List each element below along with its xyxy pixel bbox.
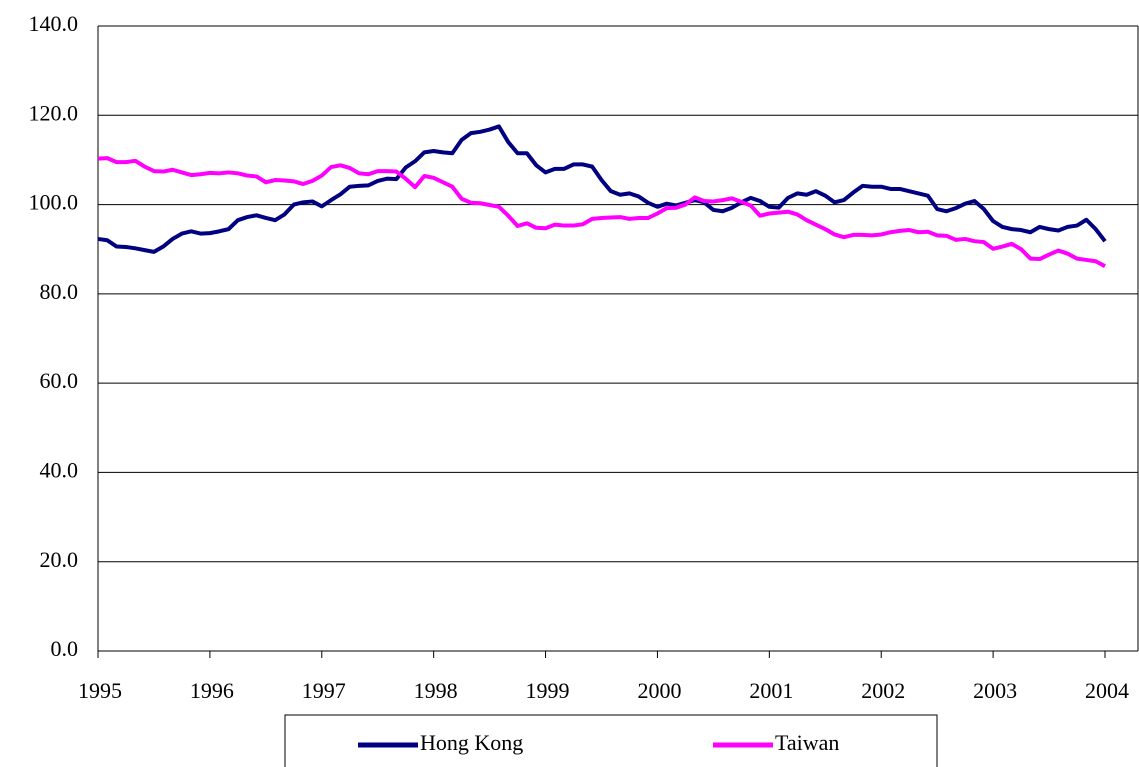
x-tick-label: 2001 bbox=[749, 678, 793, 703]
series-line bbox=[97, 124, 1107, 254]
y-tick-label: 60.0 bbox=[40, 368, 79, 393]
legend-label: Taiwan bbox=[775, 730, 839, 755]
y-tick-label: 120.0 bbox=[29, 100, 79, 125]
x-tick-label: 1999 bbox=[526, 678, 570, 703]
y-tick-label: 140.0 bbox=[29, 11, 79, 36]
x-tick-label: 1998 bbox=[414, 678, 458, 703]
x-tick-label: 1995 bbox=[78, 678, 122, 703]
legend-label: Hong Kong bbox=[420, 730, 523, 755]
x-tick-label: 1996 bbox=[190, 678, 234, 703]
y-tick-label: 100.0 bbox=[29, 190, 79, 215]
series-line bbox=[97, 156, 1106, 268]
y-tick-label: 20.0 bbox=[40, 547, 79, 572]
y-tick-label: 0.0 bbox=[51, 636, 79, 661]
y-tick-label: 40.0 bbox=[40, 457, 79, 482]
legend-box bbox=[284, 714, 938, 767]
x-tick-label: 2002 bbox=[861, 678, 905, 703]
x-tick-label: 2000 bbox=[637, 678, 681, 703]
y-tick-label: 80.0 bbox=[40, 279, 79, 304]
x-tick-label: 2004 bbox=[1085, 678, 1129, 703]
x-tick-label: 2003 bbox=[973, 678, 1017, 703]
x-tick-label: 1997 bbox=[302, 678, 346, 703]
